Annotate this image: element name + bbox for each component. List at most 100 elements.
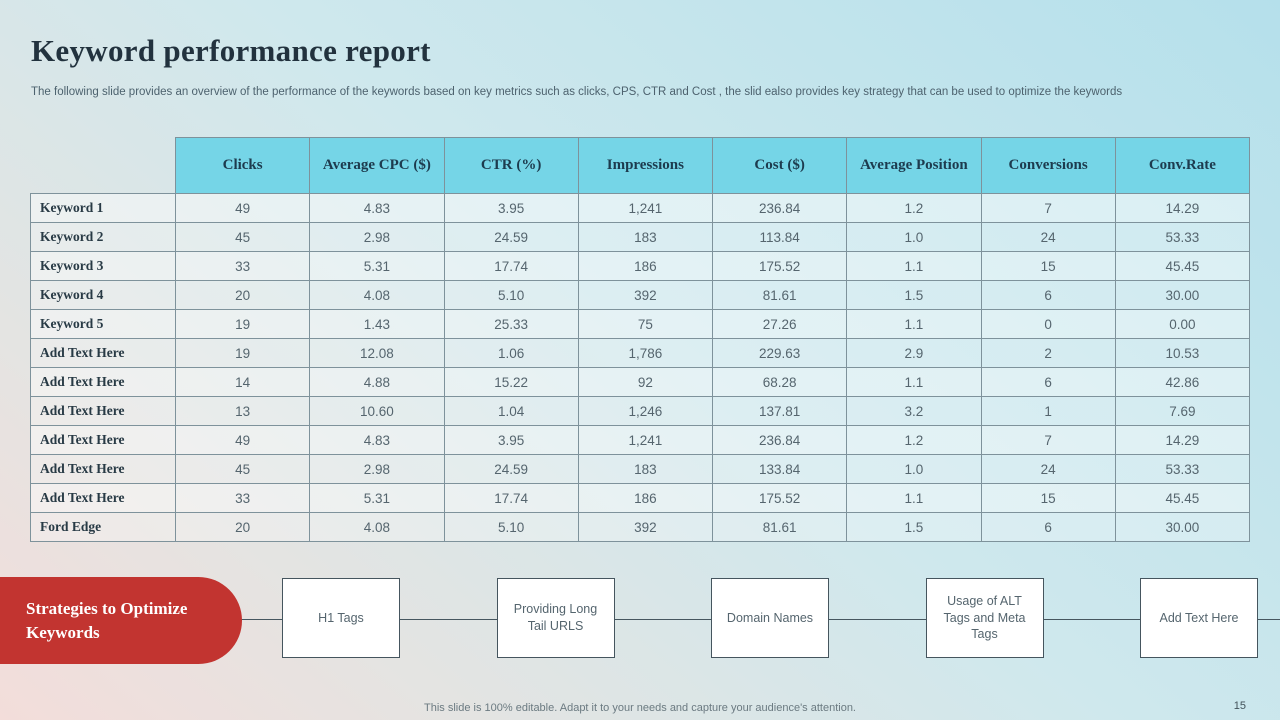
cell-value: 1.0 xyxy=(846,454,982,484)
cell-value: 392 xyxy=(577,512,714,542)
cell-value: 7 xyxy=(980,425,1116,455)
cell-value: 15.22 xyxy=(443,367,579,397)
cell-value: 49 xyxy=(174,193,311,223)
cell-value: 81.61 xyxy=(711,512,848,542)
cell-value: 6 xyxy=(980,367,1116,397)
table-row: Add Text Here 45 2.98 24.59 183 133.84 1.0 24 53… xyxy=(30,454,1251,484)
row-label: Add Text Here xyxy=(30,483,176,513)
column-header: Cost ($) xyxy=(711,137,848,194)
table-row: Add Text Here 33 5.31 17.74 186 175.52 1.1 15 45… xyxy=(30,483,1251,513)
cell-value: 1.2 xyxy=(846,193,982,223)
cell-value: 4.83 xyxy=(309,425,445,455)
table-header-row: Clicks Average CPC ($) CTR (%) Impressions C… xyxy=(31,137,1251,194)
cell-value: 81.61 xyxy=(711,280,848,310)
cell-value: 1.04 xyxy=(443,396,579,426)
cell-value: 0 xyxy=(980,309,1116,339)
cell-value: 33 xyxy=(174,483,311,513)
strategy-box: Providing Long Tail URLS xyxy=(496,578,615,658)
cell-value: 24.59 xyxy=(443,454,579,484)
table-corner-spacer xyxy=(31,138,176,194)
cell-value: 2.98 xyxy=(309,454,445,484)
column-header: Impressions xyxy=(577,137,714,194)
row-label: Keyword 2 xyxy=(30,222,176,252)
cell-value: 236.84 xyxy=(711,193,848,223)
cell-value: 3.2 xyxy=(846,396,982,426)
strategy-box: Domain Names xyxy=(711,578,829,658)
cell-value: 2.9 xyxy=(846,338,982,368)
row-label: Add Text Here xyxy=(30,396,176,426)
table-body: Keyword 1 49 4.83 3.95 1,241 236.84 1.2 7 14.29 K… xyxy=(30,193,1251,542)
cell-value: 6 xyxy=(980,512,1116,542)
cell-value: 33 xyxy=(174,251,311,281)
cell-value: 15 xyxy=(980,483,1116,513)
row-label: Keyword 4 xyxy=(30,280,176,310)
cell-value: 1,241 xyxy=(577,425,714,455)
cell-value: 1.1 xyxy=(846,367,982,397)
table-row: Add Text Here 49 4.83 3.95 1,241 236.84 1.2 7 14… xyxy=(30,425,1251,455)
strategies-label-shape: Strategies to Optimize Keywords xyxy=(0,577,242,664)
row-label: Keyword 1 xyxy=(30,193,176,223)
keyword-performance-table: Clicks Average CPC ($) CTR (%) Impressions C… xyxy=(30,137,1251,542)
row-label: Add Text Here xyxy=(30,454,176,484)
cell-value: 1.43 xyxy=(309,309,445,339)
footer-note: This slide is 100% editable. Adapt it to… xyxy=(424,702,856,714)
cell-value: 45.45 xyxy=(1114,483,1251,513)
cell-value: 19 xyxy=(174,338,311,368)
row-label: Add Text Here xyxy=(30,425,176,455)
cell-value: 0.00 xyxy=(1114,309,1251,339)
cell-value: 5.10 xyxy=(443,280,579,310)
column-header: CTR (%) xyxy=(443,137,579,194)
cell-value: 27.26 xyxy=(711,309,848,339)
cell-value: 24 xyxy=(980,454,1116,484)
table-row: Add Text Here 19 12.08 1.06 1,786 229.63 2.9 2 1… xyxy=(30,338,1251,368)
column-header: Average CPC ($) xyxy=(309,137,445,194)
cell-value: 3.95 xyxy=(443,425,579,455)
cell-value: 92 xyxy=(577,367,714,397)
table-row: Add Text Here 14 4.88 15.22 92 68.28 1.1 6 42.86 xyxy=(30,367,1251,397)
row-label: Add Text Here xyxy=(30,367,176,397)
cell-value: 175.52 xyxy=(711,483,848,513)
cell-value: 2 xyxy=(980,338,1116,368)
cell-value: 14.29 xyxy=(1114,193,1251,223)
cell-value: 1 xyxy=(980,396,1116,426)
column-header: Conversions xyxy=(980,137,1116,194)
cell-value: 1.2 xyxy=(846,425,982,455)
cell-value: 7 xyxy=(980,193,1116,223)
row-label: Keyword 3 xyxy=(30,251,176,281)
cell-value: 1,786 xyxy=(577,338,714,368)
table-row: Ford Edge 20 4.08 5.10 392 81.61 1.5 6 30.00 xyxy=(30,512,1251,542)
cell-value: 10.60 xyxy=(309,396,445,426)
cell-value: 68.28 xyxy=(711,367,848,397)
table-row: Keyword 3 33 5.31 17.74 186 175.52 1.1 15 45.45 xyxy=(30,251,1251,281)
table-row: Keyword 4 20 4.08 5.10 392 81.61 1.5 6 30.00 xyxy=(30,280,1251,310)
cell-value: 1.5 xyxy=(846,280,982,310)
strategy-box-label: Domain Names xyxy=(726,610,814,625)
cell-value: 30.00 xyxy=(1114,280,1251,310)
cell-value: 19 xyxy=(174,309,311,339)
cell-value: 5.10 xyxy=(443,512,579,542)
row-label: Add Text Here xyxy=(30,338,176,368)
cell-value: 392 xyxy=(577,280,714,310)
cell-value: 1.1 xyxy=(846,251,982,281)
cell-value: 1.1 xyxy=(846,483,982,513)
strategy-box-label: Providing Long Tail URLS xyxy=(513,602,598,633)
cell-value: 49 xyxy=(174,425,311,455)
cell-value: 6 xyxy=(980,280,1116,310)
table-row: Add Text Here 13 10.60 1.04 1,246 137.81 3.2 1 7… xyxy=(30,396,1251,426)
cell-value: 17.74 xyxy=(443,251,579,281)
cell-value: 7.69 xyxy=(1114,396,1251,426)
strategies-label: Strategies to Optimize Keywords xyxy=(26,598,188,642)
cell-value: 1,246 xyxy=(577,396,714,426)
cell-value: 1.1 xyxy=(846,309,982,339)
strategy-box-label: H1 Tags xyxy=(318,610,364,625)
cell-value: 14 xyxy=(174,367,311,397)
cell-value: 12.08 xyxy=(309,338,445,368)
row-label: Keyword 5 xyxy=(30,309,176,339)
cell-value: 53.33 xyxy=(1114,454,1251,484)
cell-value: 17.74 xyxy=(443,483,579,513)
cell-value: 186 xyxy=(577,251,714,281)
column-header: Clicks xyxy=(174,137,311,194)
cell-value: 13 xyxy=(174,396,311,426)
cell-value: 236.84 xyxy=(711,425,848,455)
cell-value: 20 xyxy=(174,512,311,542)
